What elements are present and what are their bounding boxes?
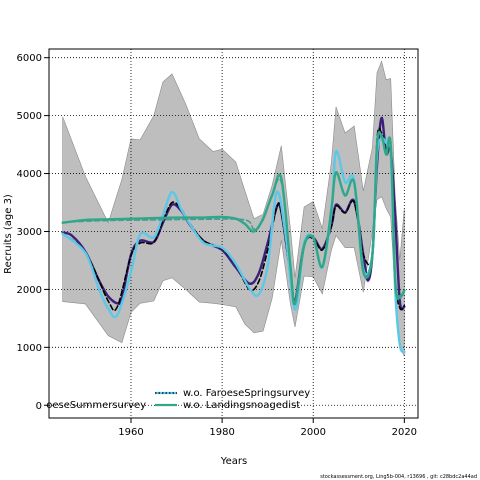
x-tick-label: 2000 <box>300 427 325 438</box>
plot-frame <box>48 48 419 419</box>
x-tick-label: 1960 <box>118 427 143 438</box>
legend-label: oeseSummersurvey <box>46 400 146 411</box>
axis-layer: 1960 1980 2000 2020 0 1000 2000 3000 4000 5000 600… <box>17 53 418 438</box>
legend-label: w.o. Landingsnoagedist <box>183 400 300 411</box>
legend-label: w.o. FaroeseSpringsurvey <box>183 388 310 399</box>
x-tick-label: 2020 <box>392 427 417 438</box>
series-layer <box>61 116 406 354</box>
series-line-2 <box>61 127 406 312</box>
series-line-5 <box>61 131 406 306</box>
y-tick-label: 5000 <box>17 111 42 122</box>
x-tick-label: 1980 <box>209 427 234 438</box>
y-tick-label: 0 <box>36 401 42 412</box>
x-axis-label: Years <box>220 456 247 467</box>
y-tick-label: 3000 <box>17 227 42 238</box>
y-tick-label: 4000 <box>17 169 42 180</box>
y-tick-label: 6000 <box>17 53 42 64</box>
y-axis-label: Recruits (age 3) <box>3 194 14 274</box>
y-tick-label: 2000 <box>17 285 42 296</box>
y-tick-label: 1000 <box>17 343 42 354</box>
footer-caption: stockassessment.org, Ling5b-004, r13696 … <box>320 474 477 480</box>
